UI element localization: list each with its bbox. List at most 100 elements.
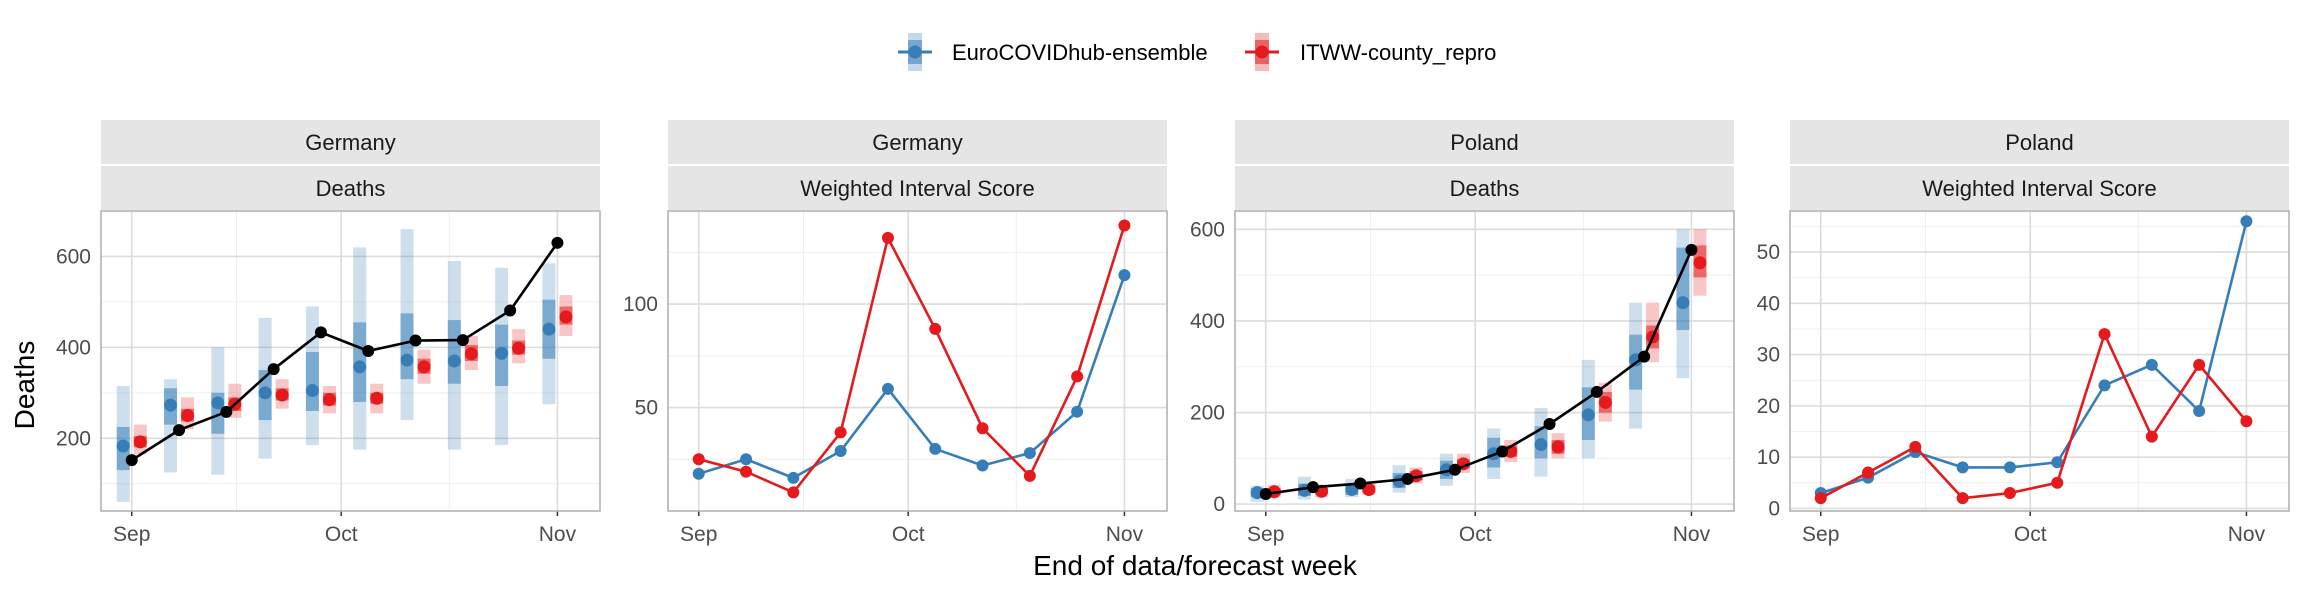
score-point — [1118, 269, 1131, 282]
score-point — [2240, 215, 2253, 228]
facet-strip-label: Germany — [872, 130, 962, 155]
x-tick-label: Sep — [1802, 523, 1839, 546]
median-point — [1534, 438, 1548, 452]
series-1 — [116, 229, 556, 502]
x-tick-label: Nov — [1106, 523, 1144, 546]
observed-point — [456, 334, 469, 347]
median-point — [542, 322, 556, 336]
facet-strip-label: Deaths — [1450, 176, 1520, 201]
score-point — [834, 426, 847, 439]
median-point — [370, 391, 384, 405]
y-tick-label: 50 — [1757, 241, 1780, 264]
score-point — [2145, 358, 2158, 371]
series-1 — [1250, 229, 1690, 502]
score-point — [1118, 219, 1131, 232]
legend: EuroCOVIDhub-ensemble ITWW-county_repro — [898, 33, 1496, 71]
facet-strip — [1235, 120, 1734, 164]
panel-border — [1789, 210, 2290, 512]
facet-strip — [1790, 166, 2289, 210]
series-2 — [692, 219, 1131, 499]
observed-point — [1448, 463, 1461, 476]
score-point — [834, 445, 847, 457]
gridlines — [1235, 211, 1734, 511]
y-tick-label: 50 — [635, 397, 658, 420]
facet-strip — [1790, 120, 2289, 164]
facet-strip — [101, 120, 600, 164]
x-tick-label: Nov — [2228, 523, 2266, 546]
score-point — [2193, 358, 2206, 371]
y-tick-label: 0 — [1213, 493, 1225, 516]
score-point — [2193, 405, 2206, 417]
score-point — [2098, 379, 2111, 392]
observed-line — [131, 242, 559, 462]
observed-point — [267, 363, 280, 376]
inner-interval-bar — [305, 351, 319, 411]
median-point — [1693, 256, 1707, 270]
x-tick-label: Sep — [113, 523, 150, 546]
observed-point — [1307, 481, 1320, 494]
observed-point — [504, 304, 517, 317]
data-layer — [1250, 229, 1707, 502]
x-tick-label: Sep — [680, 523, 717, 546]
median-point — [512, 341, 526, 355]
observed-point — [551, 236, 564, 249]
score-point — [881, 382, 894, 395]
score-point — [787, 486, 800, 499]
score-point — [740, 465, 753, 478]
median-point — [116, 439, 130, 453]
facet-strip-label: Poland — [2005, 130, 2074, 155]
score-point — [1071, 370, 1084, 383]
median-point — [133, 435, 147, 449]
score-point — [929, 442, 942, 455]
observed-point — [220, 405, 233, 418]
median-point — [275, 388, 289, 402]
panel-border — [100, 210, 601, 512]
facet-strip — [1235, 166, 1734, 210]
median-point — [417, 360, 431, 374]
observed-point — [173, 424, 186, 437]
x-tick-label: Nov — [539, 523, 577, 546]
score-point — [881, 231, 894, 244]
y-tick-label: 200 — [1190, 402, 1225, 425]
score-point — [929, 322, 942, 335]
panel-3: Poland Deaths 0 200 400 600 Sep Oct Nov — [1190, 120, 1735, 546]
legend-label: ITWW-county_repro — [1300, 40, 1496, 65]
observed-point — [1496, 445, 1509, 458]
score-point — [2003, 487, 2016, 500]
score-point — [2051, 456, 2064, 469]
score-point — [976, 422, 989, 435]
observed-point — [1401, 472, 1414, 485]
score-point — [740, 453, 753, 466]
y-axis-title: Deaths — [9, 341, 40, 430]
y-tick-label: 0 — [1768, 497, 1780, 520]
data-layer — [116, 229, 573, 502]
x-tick-label: Nov — [1673, 523, 1711, 546]
panel-1: Germany Deaths 200 400 600 Sep Oct Nov — [56, 120, 601, 546]
legend-item-2: ITWW-county_repro — [1245, 33, 1496, 71]
score-point — [2051, 476, 2064, 489]
score-line — [698, 274, 1126, 480]
median-point — [211, 396, 225, 410]
y-tick-label: 10 — [1757, 446, 1780, 469]
legend-label: EuroCOVIDhub-ensemble — [952, 40, 1208, 65]
inner-interval-bar — [447, 320, 461, 384]
facet-strip-label: Germany — [305, 130, 395, 155]
y-tick-label: 100 — [623, 293, 658, 316]
score-point — [1909, 440, 1922, 453]
panel-4: Poland Weighted Interval Score 0 10 20 30 40 50… — [1757, 120, 2290, 546]
y-tick-label: 400 — [56, 336, 91, 359]
observed-point — [1638, 350, 1651, 363]
median-point — [1551, 440, 1565, 454]
observed-point — [1685, 243, 1698, 256]
facet-strip-label: Weighted Interval Score — [1922, 176, 2156, 201]
score-line — [1820, 330, 2248, 500]
x-tick-label: Oct — [2014, 523, 2047, 546]
score-point — [2240, 415, 2253, 428]
inner-interval-bar — [1676, 247, 1690, 331]
median-point — [305, 384, 319, 398]
median-point — [181, 409, 195, 423]
score-line — [1820, 220, 2248, 495]
observed-point — [1543, 417, 1556, 430]
series-2 — [1814, 328, 2253, 505]
